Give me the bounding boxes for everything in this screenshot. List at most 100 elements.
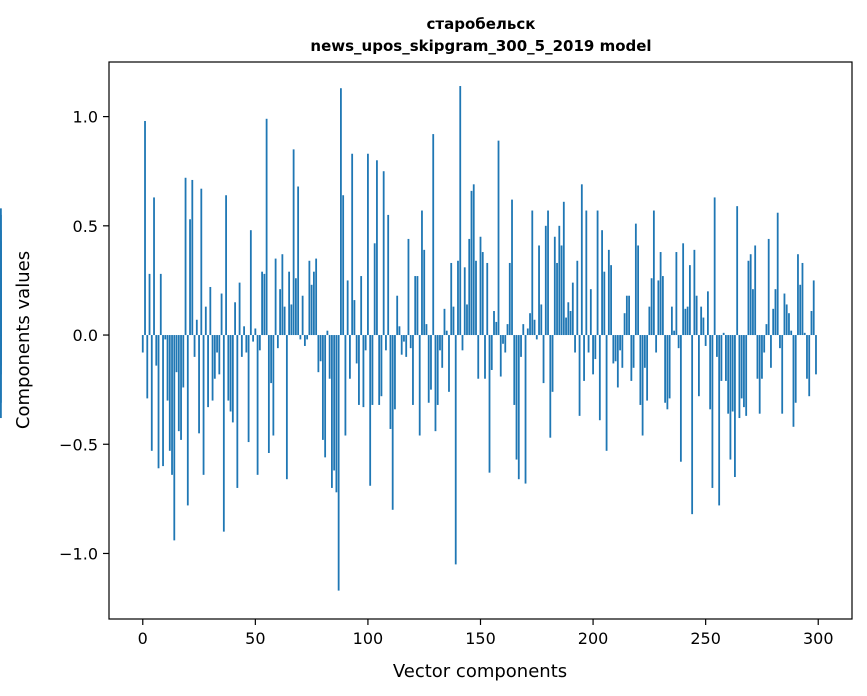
bar-component-105 [378, 335, 381, 405]
bar-component-230 [659, 252, 662, 336]
x-tick-label: 50 [245, 629, 265, 648]
bar-component-65 [288, 271, 291, 336]
bar-component-70 [299, 335, 302, 340]
bar-component-248 [700, 306, 703, 336]
bar-component-60 [276, 335, 279, 349]
x-tick-label: 300 [803, 629, 834, 648]
bar-component-133 [441, 335, 444, 368]
bar-component-30 [209, 286, 212, 336]
bar-component-184 [556, 262, 558, 336]
chart-subtitle: news_upos_skipgram_300_5_2019 model [310, 37, 651, 55]
bar-component-82 [326, 330, 329, 336]
bar-component-84 [331, 335, 333, 488]
bar-component-8 [159, 273, 162, 336]
bar-component-190 [569, 311, 572, 336]
bar-component-208 [610, 265, 612, 336]
bar-component-38 [227, 335, 230, 401]
bar-component-299 [815, 335, 817, 375]
bar-component-undefined [0, 278, 2, 336]
bar-component-81 [324, 335, 327, 458]
bar-component-22 [191, 179, 194, 336]
bar-component-98 [362, 335, 365, 408]
bar-component-111 [391, 335, 394, 510]
bar-component-35 [220, 293, 223, 336]
bar-component-11 [166, 335, 169, 401]
bar-component-167 [517, 335, 520, 480]
bar-component-7 [157, 335, 160, 469]
bar-component-204 [601, 230, 603, 336]
bar-component-282 [776, 212, 779, 336]
bar-component-109 [387, 214, 390, 336]
bar-component-3 [148, 273, 151, 336]
bar-component-104 [376, 160, 378, 336]
bar-component-196 [583, 335, 585, 381]
bar-component-23 [193, 335, 196, 357]
bar-component-114 [398, 326, 401, 336]
bar-component-148 [475, 260, 477, 336]
bar-component-9 [162, 335, 164, 467]
bar-component-124 [421, 210, 423, 336]
bar-component-179 [544, 225, 547, 336]
bar-component-291 [797, 254, 799, 336]
bar-component-43 [238, 282, 241, 336]
bar-component-134 [443, 308, 446, 336]
bar-component-194 [578, 335, 581, 416]
bar-component-120 [412, 335, 414, 405]
bar-component-103 [373, 243, 376, 336]
bar-component-276 [763, 335, 766, 353]
bar-component-209 [612, 335, 615, 364]
bar-component-281 [774, 289, 777, 336]
bar-component-107 [382, 171, 385, 336]
bar-component-15 [175, 335, 178, 373]
bar-component-123 [418, 335, 421, 436]
bar-component-157 [495, 321, 498, 336]
bar-component-138 [452, 306, 455, 336]
bar-component-176 [538, 245, 540, 336]
bar-component-256 [718, 335, 721, 506]
bar-component-212 [619, 335, 621, 351]
bar-component-267 [743, 335, 745, 408]
bar-component-163 [508, 262, 511, 336]
bar-component-201 [594, 335, 597, 360]
bar-component-144 [466, 304, 468, 336]
bar-component-280 [772, 308, 775, 336]
bar-component-277 [765, 324, 768, 336]
bar-component-214 [623, 313, 626, 336]
bar-component-297 [810, 311, 813, 336]
bar-component-232 [664, 335, 667, 403]
bar-component-213 [621, 335, 624, 368]
bar-component-125 [423, 249, 426, 336]
bar-component-266 [740, 335, 743, 399]
bar-component-53 [261, 271, 263, 336]
bar-component-271 [752, 289, 754, 336]
bar-component-52 [258, 335, 261, 351]
bar-component-245 [693, 249, 696, 336]
bar-component-227 [652, 210, 655, 336]
bar-component-298 [812, 280, 815, 336]
bar-component-243 [688, 265, 691, 336]
bar-component-205 [603, 271, 606, 336]
bar-component-110 [389, 335, 392, 429]
bar-component-192 [574, 335, 576, 353]
bar-component-274 [758, 335, 761, 414]
bar-component-68 [294, 278, 297, 336]
bar-component-130 [434, 335, 437, 432]
bar-component-216 [628, 295, 630, 336]
bar-component-2 [146, 335, 149, 399]
bar-component-246 [695, 295, 698, 336]
bar-component-295 [806, 335, 808, 379]
bar-component-159 [499, 335, 502, 377]
bar-component-88 [340, 88, 342, 336]
bar-component-25 [198, 335, 200, 434]
bar-component-261 [729, 335, 732, 460]
bar-component-177 [540, 304, 543, 336]
bar-component-55 [265, 118, 268, 336]
bar-component-72 [303, 335, 306, 346]
bar-component-58 [272, 335, 275, 436]
bar-component-239 [679, 335, 682, 462]
bar-component-215 [625, 295, 628, 336]
bar-component-285 [783, 293, 786, 336]
bar-component-115 [400, 335, 403, 355]
bar-component-141 [459, 86, 462, 336]
bar-component-233 [666, 335, 669, 410]
